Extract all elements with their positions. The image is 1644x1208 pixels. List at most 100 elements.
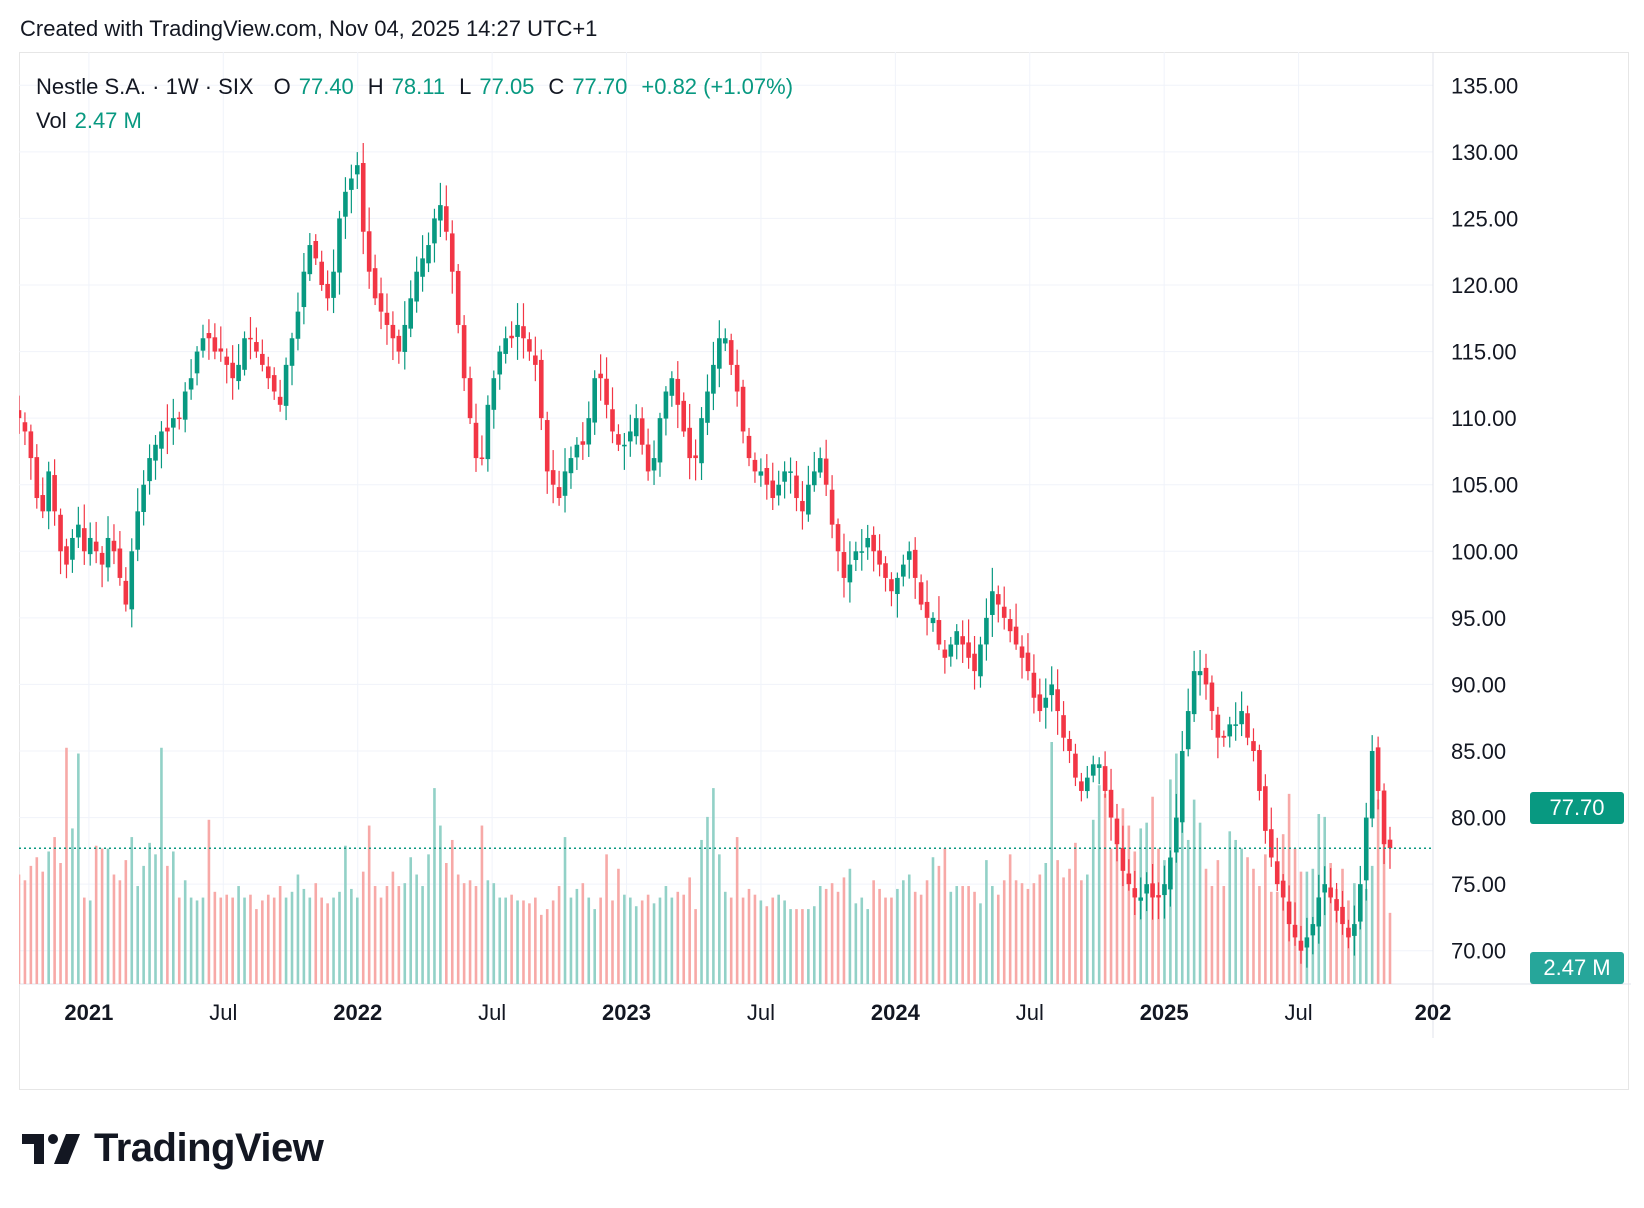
candle-body: [378, 293, 384, 312]
volume-bar: [1382, 839, 1386, 984]
candle-body: [515, 324, 520, 337]
volume-bar: [605, 854, 608, 984]
candle-body: [717, 338, 722, 369]
candle-body: [521, 326, 526, 339]
candle-body: [1168, 857, 1173, 890]
volume-bar: [88, 900, 92, 984]
price-axis[interactable]: 70.00 75.00 80.00 85.00 90.00 95.00 100.00 105.…: [1451, 73, 1518, 963]
candle-body: [1280, 880, 1286, 898]
close-label: C: [548, 74, 565, 99]
volume-bar: [1269, 891, 1273, 984]
volume-bar: [1275, 891, 1279, 984]
volume-bar: [332, 897, 335, 984]
time-axis[interactable]: 2021 Jul 2022 Jul 2023 Jul 2024 Jul 2025 Jul 202: [64, 1000, 1451, 1025]
price-chart[interactable]: 70.00 75.00 80.00 85.00 90.00 95.00 100.00 105.…: [19, 52, 1631, 1042]
candle-body: [895, 577, 900, 595]
candle-body: [1150, 883, 1155, 898]
candle-body: [1346, 927, 1351, 938]
volume-bar: [718, 854, 721, 984]
candle-body: [859, 551, 865, 553]
grid-lines: [19, 52, 1631, 1038]
candle-body: [260, 353, 265, 365]
volume-bar: [1086, 874, 1089, 984]
volume-bar: [290, 891, 294, 984]
volume-bar: [195, 900, 199, 984]
volume-bar: [100, 848, 104, 984]
volume-bar: [510, 894, 513, 984]
volume-bar: [581, 883, 585, 984]
volume-bar: [266, 894, 270, 984]
volume-bar: [160, 747, 163, 984]
volume-bar: [1020, 883, 1024, 984]
time-tick-label: 202: [1415, 1000, 1452, 1025]
volume-bar: [278, 886, 282, 984]
candle-body: [901, 564, 906, 577]
candle-body: [81, 528, 87, 552]
volume-bar: [747, 888, 751, 984]
symbol-title[interactable]: Nestle S.A. · 1W · SIX: [36, 74, 254, 99]
candle-body: [978, 644, 983, 677]
candle-body: [1162, 884, 1167, 896]
volume-bar: [807, 909, 810, 984]
candle-body: [1209, 682, 1215, 712]
volume-bar: [1032, 883, 1036, 984]
volume-bar: [201, 897, 205, 984]
volume-bar: [1198, 822, 1202, 984]
candle-body: [1007, 619, 1013, 632]
candle-body: [1025, 652, 1031, 672]
candle-body: [70, 537, 75, 560]
open-label: O: [273, 74, 291, 99]
candle-body: [337, 218, 342, 273]
candle-body: [390, 324, 396, 339]
volume-bar: [706, 816, 709, 984]
volume-bar: [1210, 886, 1214, 984]
candle-body: [936, 620, 942, 645]
candlesticks: [19, 143, 1393, 968]
candle-body: [408, 298, 414, 329]
volume-bar: [902, 880, 905, 984]
volume-bar: [296, 874, 300, 984]
volume-bar: [783, 900, 786, 984]
volume-bar: [379, 897, 383, 984]
volume-bar: [522, 900, 525, 984]
volume-label[interactable]: Vol: [36, 108, 67, 133]
candle-body: [485, 404, 491, 460]
candle-body: [906, 551, 912, 560]
candle-body: [871, 534, 876, 552]
volume-bar: [1258, 886, 1261, 984]
volume-bar: [124, 860, 128, 984]
price-tick-label: 110.00: [1451, 406, 1517, 431]
volume-bar: [961, 886, 964, 984]
close-value: 77.70: [572, 74, 628, 99]
candle-body: [1316, 897, 1322, 927]
candle-body: [473, 422, 479, 459]
candle-body: [633, 418, 639, 437]
last-volume-badge: 2.47 M: [1530, 952, 1624, 984]
volume-bar: [1133, 851, 1137, 984]
volume-bar: [795, 909, 798, 984]
candle-body: [87, 537, 93, 555]
volume-bar: [1163, 860, 1166, 984]
candle-body: [1179, 751, 1185, 823]
volume-bar: [967, 886, 970, 984]
candle-body: [200, 338, 206, 351]
volume-bar: [237, 886, 240, 984]
volume-bar: [753, 894, 757, 984]
volume-bar: [1370, 865, 1374, 984]
candle-body: [675, 378, 681, 405]
candle-body: [758, 471, 764, 476]
volume-bar: [367, 825, 371, 984]
candle-body: [1239, 711, 1244, 725]
tradingview-logo[interactable]: TradingView: [22, 1126, 324, 1171]
candle-body: [800, 500, 805, 512]
candle-body: [123, 580, 129, 605]
volume-bar: [427, 854, 430, 984]
candle-body: [1215, 714, 1221, 738]
candle-body: [206, 333, 212, 339]
volume-bar: [1175, 753, 1178, 984]
volume-bar: [450, 839, 454, 984]
candle-body: [764, 468, 770, 485]
candle-body: [218, 348, 224, 352]
candle-body: [782, 471, 787, 482]
candle-body: [313, 240, 319, 259]
